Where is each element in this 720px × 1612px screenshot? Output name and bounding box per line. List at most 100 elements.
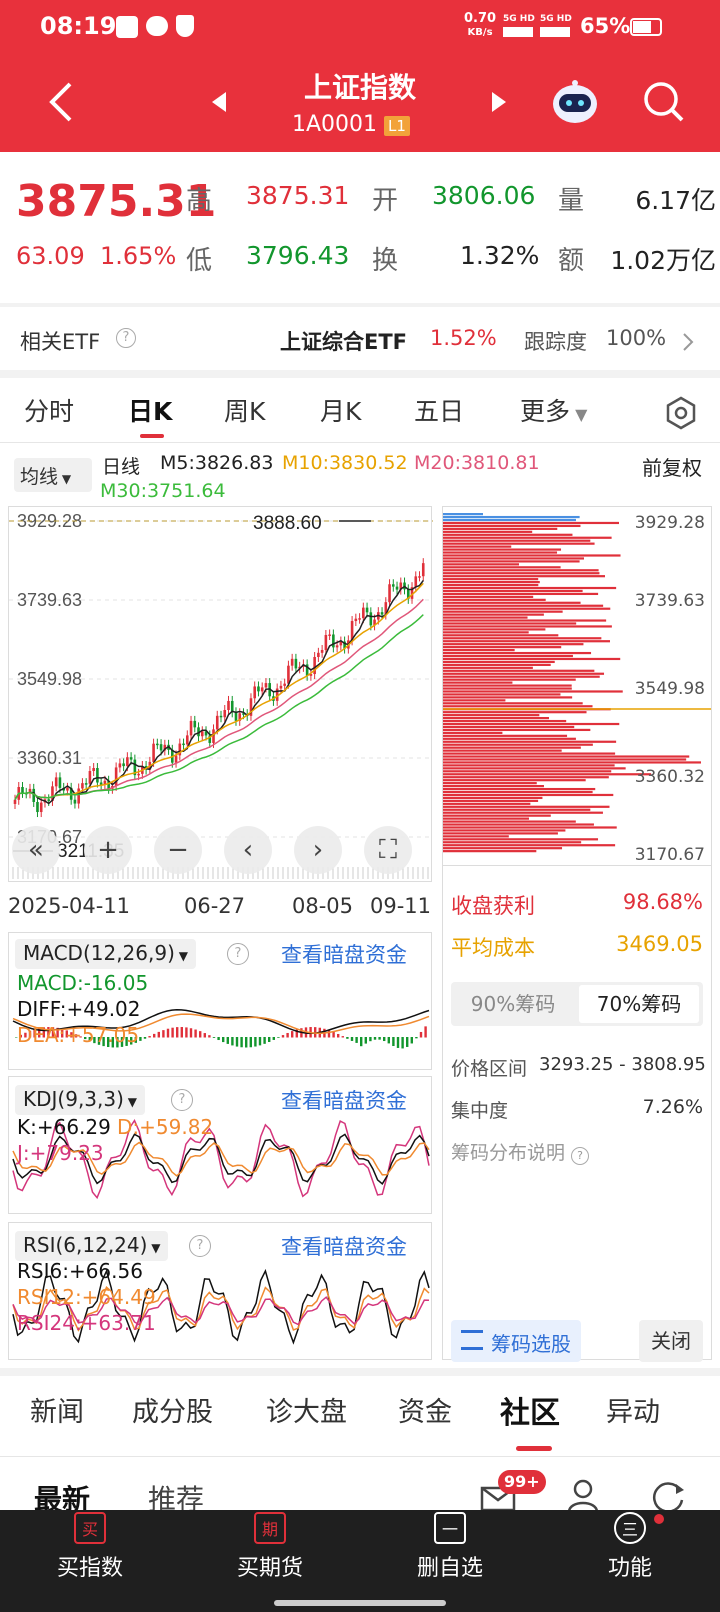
help-icon[interactable]: ? <box>116 328 136 348</box>
candle-body <box>290 658 294 666</box>
tab-five-day[interactable]: 五日 <box>414 397 465 426</box>
candle-body <box>152 743 155 762</box>
chip-bar <box>443 622 577 625</box>
macd-histogram-bar <box>51 1027 55 1038</box>
candle-body <box>208 735 212 743</box>
candle-body <box>99 782 103 785</box>
period-label: 日线 <box>102 456 141 478</box>
help-icon: ? <box>571 1147 590 1165</box>
candle-body <box>339 641 343 646</box>
tab-constituents[interactable]: 成分股 <box>132 1397 213 1428</box>
chip-distribution-chart <box>443 513 711 853</box>
candle-body <box>84 783 88 785</box>
prev-stock-icon[interactable] <box>210 90 228 114</box>
scroll-left-icon[interactable]: « <box>12 826 60 874</box>
open-label: 开 <box>372 186 399 216</box>
macd-histogram-bar <box>65 1030 68 1038</box>
dark-pool-link[interactable]: 查看暗盘资金 <box>281 1089 407 1113</box>
tab-news[interactable]: 新闻 <box>30 1397 84 1428</box>
tab-more[interactable]: 更多 ▼ <box>520 397 588 426</box>
k-line <box>12 1133 430 1186</box>
nav-buy-futures[interactable]: 期买期货 <box>180 1512 360 1582</box>
candle-body <box>182 743 185 746</box>
chip-bar <box>443 616 528 619</box>
macd-histogram-bar <box>424 1026 427 1038</box>
chip-bar <box>443 690 623 693</box>
search-icon[interactable] <box>642 80 686 124</box>
candle-body <box>159 744 163 751</box>
tab-diagnosis[interactable]: 诊大盘 <box>266 1397 347 1428</box>
candle-body <box>204 731 208 736</box>
chip-distribution-panel[interactable]: 3929.28 3739.63 3549.98 3360.32 3170.67 <box>442 506 712 866</box>
candle-body <box>219 715 223 718</box>
chip-bar <box>443 530 533 533</box>
chip-bar <box>443 793 614 797</box>
kline-chart-panel[interactable]: 3929.283739.633549.983360.313170.673888.… <box>8 506 433 883</box>
nav-remove-watchlist[interactable]: 一删自选 <box>360 1512 540 1582</box>
tab-movement[interactable]: 异动 <box>606 1397 660 1428</box>
chip-bar <box>443 719 567 723</box>
candle-body <box>51 786 54 801</box>
chip-close-button[interactable]: 关闭 <box>639 1320 703 1362</box>
chip-select-button[interactable]: 筹码选股 <box>451 1320 581 1362</box>
battery-percent: 65% <box>580 14 631 38</box>
tab-intraday[interactable]: 分时 <box>24 397 75 426</box>
next-stock-icon[interactable] <box>490 90 508 114</box>
help-icon[interactable]: ? <box>189 1235 211 1257</box>
status-time: 08:19 <box>40 12 117 40</box>
macd-histogram-bar <box>383 1037 386 1042</box>
dark-pool-link[interactable]: 查看暗盘资金 <box>281 943 407 967</box>
nav-functions[interactable]: 三功能 <box>540 1512 720 1582</box>
macd-histogram-bar <box>116 1037 119 1048</box>
help-icon[interactable]: ? <box>171 1089 193 1111</box>
macd-panel[interactable]: MACD(12,26,9) ▼ ? 查看暗盘资金 MACD:-16.05 DIF… <box>8 932 432 1070</box>
macd-histogram-bar <box>291 1031 294 1038</box>
ma-selector[interactable]: 均线 ▼ <box>14 458 92 492</box>
settings-hexagon-icon[interactable] <box>664 396 698 430</box>
help-icon[interactable]: ? <box>227 943 249 965</box>
kline-chart[interactable]: 3929.283739.633549.983360.313170.673888.… <box>9 507 433 883</box>
chip-bar <box>443 640 610 643</box>
adjust-selector[interactable]: 前复权 <box>642 456 702 480</box>
chip-bar <box>443 625 612 628</box>
x-label-2: 06-27 <box>184 894 246 918</box>
chip-explain-link[interactable]: 筹码分布说明 ? <box>451 1138 590 1165</box>
tab-70-chip[interactable]: 70%筹码 <box>579 985 699 1023</box>
user-icon[interactable] <box>566 1478 600 1514</box>
candle-body <box>227 700 230 710</box>
kdj-selector[interactable]: KDJ(9,3,3) ▼ <box>15 1085 145 1115</box>
volume-label: 量 <box>558 186 585 216</box>
chip-bar <box>443 524 581 528</box>
zoom-out-icon[interactable]: − <box>154 826 202 874</box>
kdj-panel[interactable]: KDJ(9,3,3) ▼ ? 查看暗盘资金 K:+66.29 D:+59.82 … <box>8 1076 432 1214</box>
candle-body <box>324 634 328 650</box>
tab-monthly-k[interactable]: 月K <box>320 397 362 426</box>
chip-bar <box>443 838 599 841</box>
nav-buy-index[interactable]: 买买指数 <box>0 1512 180 1582</box>
next-icon[interactable]: › <box>294 826 342 874</box>
macd-histogram-bar <box>162 1030 165 1038</box>
chip-bar <box>443 829 566 832</box>
macd-histogram-bar <box>93 1037 96 1044</box>
robot-assistant-icon[interactable] <box>550 78 600 126</box>
rsi-panel[interactable]: RSI(6,12,24) ▼ ? 查看暗盘资金 RSI6:+66.56 RSI1… <box>8 1222 432 1360</box>
rsi-selector[interactable]: RSI(6,12,24) ▼ <box>15 1231 169 1261</box>
prev-icon[interactable]: ‹ <box>224 826 272 874</box>
tab-funds[interactable]: 资金 <box>398 1397 452 1428</box>
candle-body <box>174 755 178 763</box>
dark-pool-link[interactable]: 查看暗盘资金 <box>281 1235 407 1259</box>
related-etf-row[interactable]: 相关ETF ? 上证综合ETF 1.52% 跟踪度 100% <box>0 310 720 370</box>
tab-weekly-k[interactable]: 周K <box>224 397 266 426</box>
zoom-in-icon[interactable]: + <box>84 826 132 874</box>
refresh-icon[interactable] <box>650 1478 686 1514</box>
tab-community[interactable]: 社区 <box>500 1396 560 1431</box>
tab-90-chip[interactable]: 90%筹码 <box>470 992 556 1016</box>
fullscreen-icon[interactable]: ⛶ <box>364 826 412 874</box>
tab-daily-k[interactable]: 日K <box>128 397 173 426</box>
back-icon[interactable] <box>46 80 76 124</box>
macd-selector[interactable]: MACD(12,26,9) ▼ <box>15 939 196 969</box>
chip-bar <box>443 643 584 646</box>
chip-bar <box>443 711 587 714</box>
price-change: 63.09 <box>16 242 85 270</box>
etf-change: 1.52% <box>430 326 497 350</box>
